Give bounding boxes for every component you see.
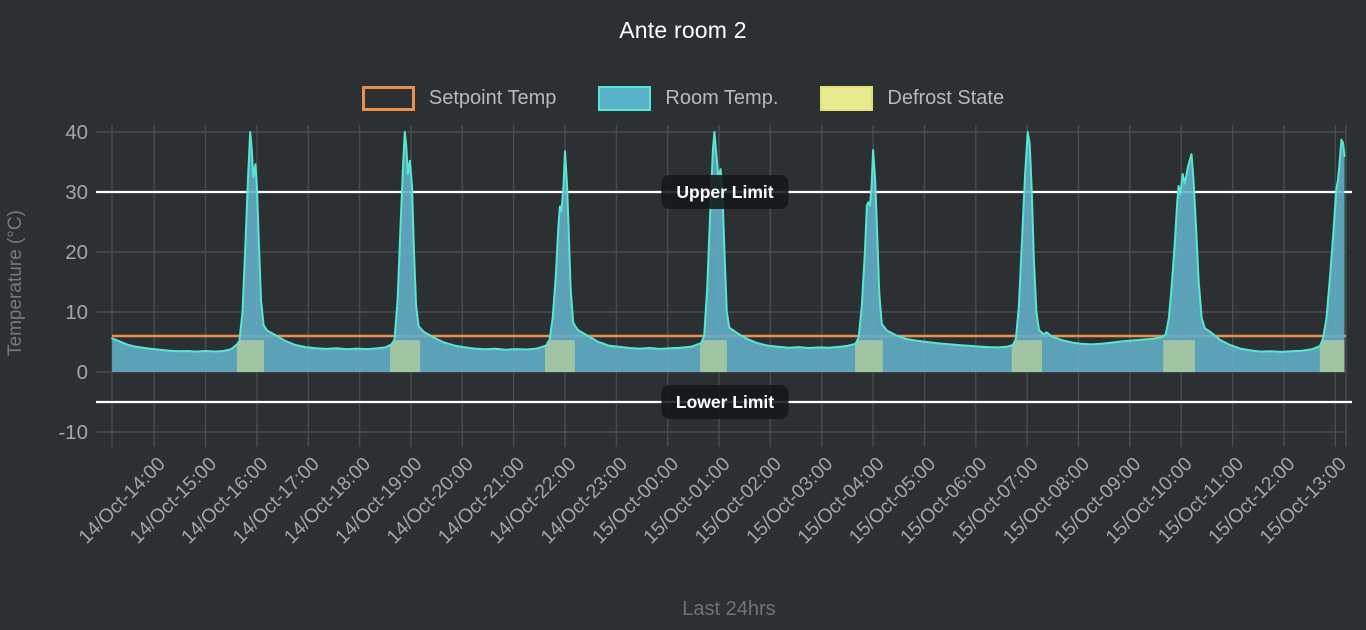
legend-label: Setpoint Temp — [428, 87, 557, 109]
x-axis-title: Last 24hrs — [682, 598, 776, 620]
svg-text:30: 30 — [65, 181, 88, 204]
legend-label: Room Temp. — [665, 87, 779, 109]
setpoint-swatch-icon — [361, 86, 415, 111]
room-temp-swatch-icon — [598, 86, 652, 111]
svg-text:10: 10 — [65, 301, 88, 324]
legend-label: Defrost State — [887, 87, 1005, 109]
defrost-swatch-icon — [820, 86, 874, 111]
svg-text:Upper Limit: Upper Limit — [676, 182, 773, 202]
legend-item-defrost[interactable]: Defrost State — [820, 86, 1004, 111]
svg-text:Lower Limit: Lower Limit — [676, 392, 774, 412]
chart-legend: Setpoint Temp Room Temp. Defrost State — [0, 86, 1366, 111]
svg-text:0: 0 — [77, 361, 88, 384]
svg-text:-10: -10 — [58, 421, 88, 444]
svg-text:40: 40 — [65, 121, 88, 144]
page-title: Ante room 2 — [619, 17, 747, 43]
legend-item-room-temp[interactable]: Room Temp. — [598, 86, 778, 111]
y-axis-title: Temperature (°C) — [5, 210, 26, 356]
svg-text:20: 20 — [65, 241, 88, 264]
legend-item-setpoint[interactable]: Setpoint Temp — [361, 86, 557, 111]
